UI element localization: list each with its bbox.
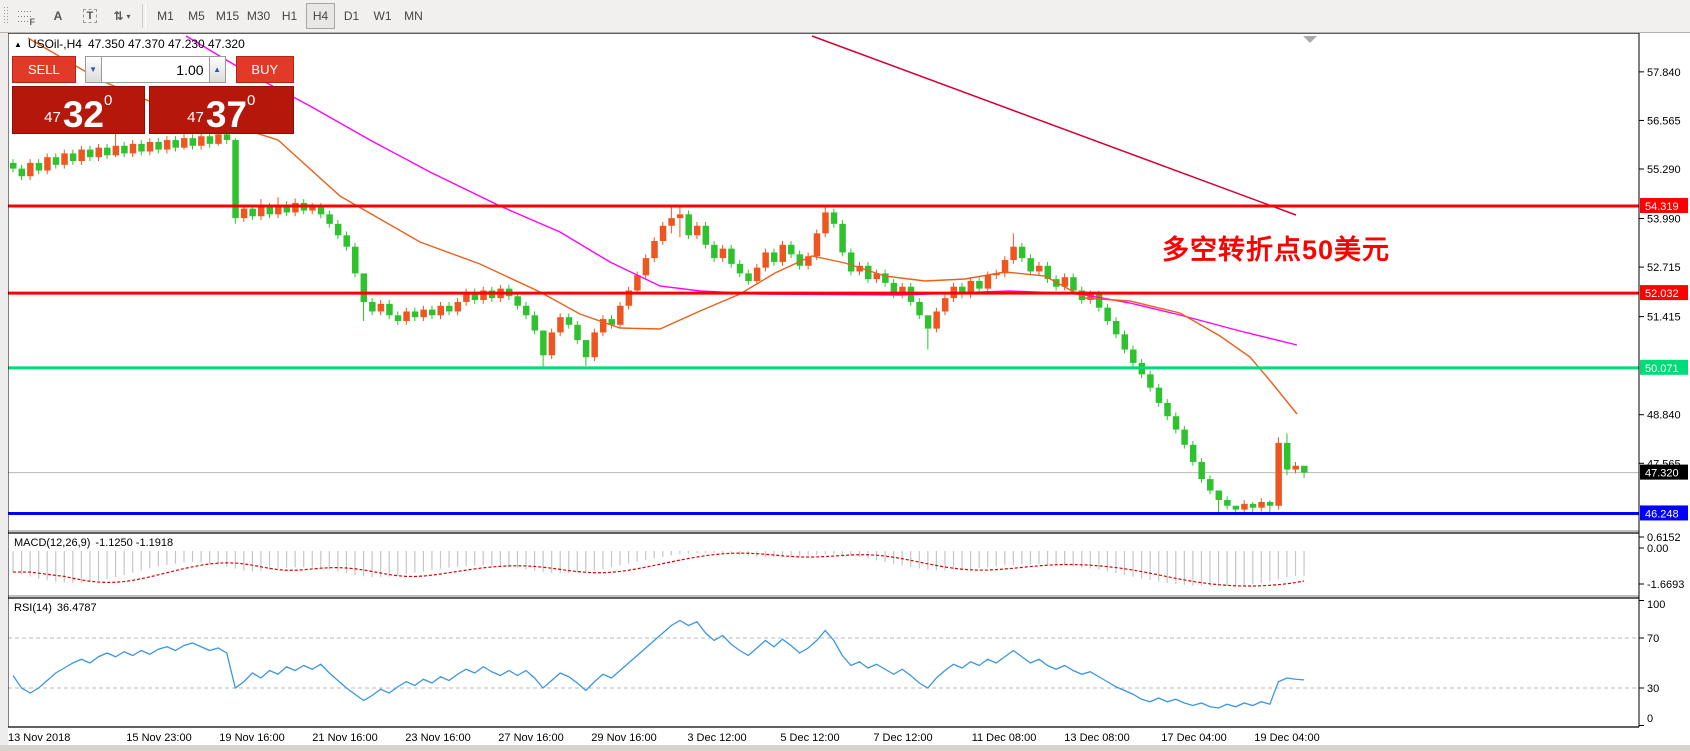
svg-text:51.415: 51.415 <box>1647 312 1681 324</box>
chevron-down-icon: ▾ <box>126 11 131 21</box>
svg-text:47.565: 47.565 <box>1647 458 1681 470</box>
svg-text:13 Nov 2018: 13 Nov 2018 <box>8 732 70 744</box>
svg-text:46.248: 46.248 <box>1645 508 1679 520</box>
svg-text:0.6152: 0.6152 <box>1647 532 1681 544</box>
ma-fast-line <box>27 37 1298 415</box>
arrows-tool-button[interactable]: ⇅ ▾ <box>109 3 135 29</box>
timeframe-button-w1[interactable]: W1 <box>373 9 392 23</box>
svg-text:3 Dec 12:00: 3 Dec 12:00 <box>687 732 746 744</box>
rsi-value: 36.4787 <box>56 602 97 614</box>
macd-label: MACD(12,26,9) -1.1250 -1.1918 <box>14 537 178 549</box>
svg-text:5 Dec 12:00: 5 Dec 12:00 <box>780 732 839 744</box>
buy-button[interactable]: BUY <box>235 56 294 83</box>
svg-text:0.00: 0.00 <box>1647 543 1668 555</box>
toolbar: F A T ⇅ ▾ M1 M5 M15 M30 H1 H4 D1 W1 MN <box>0 0 1690 33</box>
timeframe-button-d1[interactable]: D1 <box>343 9 360 23</box>
svg-text:19 Dec 04:00: 19 Dec 04:00 <box>1254 732 1319 744</box>
svg-text:11 Dec 08:00: 11 Dec 08:00 <box>972 732 1037 744</box>
svg-text:70: 70 <box>1647 633 1659 645</box>
volume-decrease-button[interactable]: ▼ <box>84 56 102 83</box>
macd-signal-line <box>13 552 1305 587</box>
ohlc-values: 47.350 47.370 47.230 47.320 <box>87 37 245 51</box>
svg-text:50.071: 50.071 <box>1645 363 1679 375</box>
timeframe-button-m1[interactable]: M1 <box>157 9 174 23</box>
svg-text:47.320: 47.320 <box>1645 468 1679 480</box>
volume-input[interactable] <box>101 56 209 83</box>
macd-panel <box>12 551 1305 587</box>
candles <box>10 124 1308 516</box>
rsi-line <box>12 619 1305 709</box>
svg-text:48.840: 48.840 <box>1647 410 1681 422</box>
svg-text:19 Nov 16:00: 19 Nov 16:00 <box>219 732 284 744</box>
rsi-title: RSI(14) <box>14 602 52 614</box>
macd-values: -1.1250 -1.1918 <box>95 537 174 549</box>
label-icon: T <box>82 9 98 23</box>
window-left-edge <box>0 33 8 745</box>
label-tool-button[interactable]: T <box>77 3 103 29</box>
buy-price-pipette: 0 <box>247 92 256 109</box>
sell-price-whole: 47 <box>44 109 61 126</box>
symbol-title: USOil-,H4 <box>27 37 82 51</box>
fibonacci-icon: F <box>18 8 35 27</box>
text-tool-button[interactable]: A <box>45 3 71 29</box>
svg-text:55.290: 55.290 <box>1647 164 1681 176</box>
svg-text:54.319: 54.319 <box>1645 201 1679 213</box>
timeframe-button-h1[interactable]: H1 <box>281 9 298 23</box>
volume-increase-button[interactable]: ▲ <box>208 56 226 83</box>
spin-down-icon: ▼ <box>89 65 97 74</box>
sell-price-pipette: 0 <box>104 92 113 109</box>
svg-text:29 Nov 16:00: 29 Nov 16:00 <box>591 732 656 744</box>
buy-quote-panel[interactable]: 47 37 0 <box>148 86 294 135</box>
svg-text:7 Dec 12:00: 7 Dec 12:00 <box>873 732 932 744</box>
collapse-icon[interactable]: ▲ <box>14 39 22 49</box>
svg-text:17 Dec 04:00: 17 Dec 04:00 <box>1161 732 1226 744</box>
arrows-icon: ⇅ <box>113 9 124 23</box>
svg-text:56.565: 56.565 <box>1647 115 1681 127</box>
svg-text:52.032: 52.032 <box>1645 288 1679 300</box>
svg-text:15 Nov 23:00: 15 Nov 23:00 <box>126 732 191 744</box>
timeframe-button-h4[interactable]: H4 <box>306 3 335 29</box>
toolbar-separator <box>142 4 146 28</box>
timeframe-button-m5[interactable]: M5 <box>188 9 205 23</box>
main-chart-panel <box>8 35 1639 516</box>
svg-text:53.990: 53.990 <box>1647 214 1681 226</box>
timeframe-button-m15[interactable]: M15 <box>215 9 240 23</box>
toolbar-drag-handle[interactable] <box>2 5 10 27</box>
sell-button[interactable]: SELL <box>12 56 76 83</box>
rsi-label: RSI(14) 36.4787 <box>14 602 102 614</box>
svg-text:21 Nov 16:00: 21 Nov 16:00 <box>312 732 377 744</box>
fibonacci-tool-button[interactable]: F <box>13 3 39 29</box>
ma-slow-line <box>185 35 1298 346</box>
svg-text:30: 30 <box>1647 683 1659 695</box>
sell-quote-panel[interactable]: 47 32 0 <box>12 86 145 134</box>
shift-marker-icon <box>1303 36 1317 43</box>
one-click-trading-panel: SELL ▼ ▲ BUY 47 32 0 47 37 0 <box>12 56 294 134</box>
svg-text:-1.6693: -1.6693 <box>1647 579 1684 591</box>
svg-text:0: 0 <box>1647 713 1653 725</box>
macd-title: MACD(12,26,9) <box>14 537 91 549</box>
svg-text:57.840: 57.840 <box>1647 67 1681 79</box>
rsi-panel <box>8 619 1639 709</box>
macd-histogram <box>12 551 1305 587</box>
svg-text:100: 100 <box>1647 599 1665 611</box>
svg-text:13 Dec 08:00: 13 Dec 08:00 <box>1064 732 1129 744</box>
buy-price-pips: 37 <box>205 93 248 135</box>
descending-trendline <box>811 35 1297 216</box>
svg-text:23 Nov 16:00: 23 Nov 16:00 <box>405 732 470 744</box>
axes: 54.319 52.032 50.071 46.248 47.320 57.840 56.5… <box>7 32 1688 744</box>
timeframe-button-mn[interactable]: MN <box>404 9 423 23</box>
timeframe-group: M1 M5 M15 M30 H1 H4 D1 W1 MN <box>150 3 429 29</box>
window-bottom-edge <box>0 745 1690 751</box>
svg-text:52.715: 52.715 <box>1647 262 1681 274</box>
sell-price-pips: 32 <box>62 93 105 135</box>
buy-price-whole: 47 <box>187 109 204 126</box>
spin-up-icon: ▲ <box>213 65 221 74</box>
chart-header: ▲ USOil-,H4 47.350 47.370 47.230 47.320 <box>14 37 245 51</box>
chart-annotation-text: 多空转折点50美元 <box>1162 235 1391 265</box>
text-icon: A <box>53 9 63 23</box>
svg-text:27 Nov 16:00: 27 Nov 16:00 <box>498 732 563 744</box>
timeframe-button-m30[interactable]: M30 <box>246 9 271 23</box>
